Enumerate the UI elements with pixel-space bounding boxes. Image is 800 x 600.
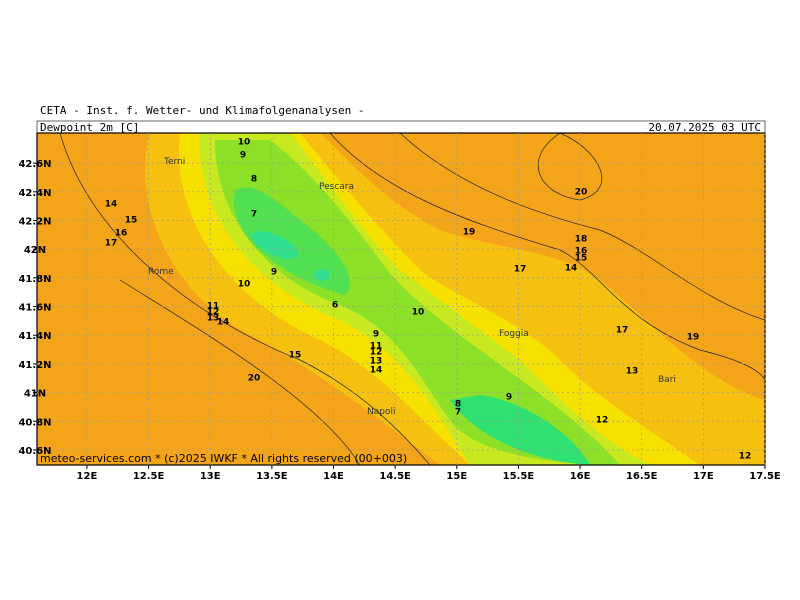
contour-label: 9 (271, 268, 277, 278)
contour-label: 10 (412, 308, 425, 318)
city-label: Foggia (499, 329, 529, 339)
contour-label: 11 (370, 342, 383, 352)
lon-tick-label: 12E (77, 471, 98, 482)
lon-tick-label: 17E (693, 471, 714, 482)
city-label: Napoli (367, 407, 395, 417)
lat-tick-label: 41N (24, 389, 46, 400)
city-label: Pescara (319, 182, 354, 192)
contour-label: 9 (373, 330, 379, 340)
contour-label: 9 (240, 151, 246, 161)
overlay: 12E 12.5E 13E 13.5E 14E 14.5E 15E 15.5E 16E 16.5E… (18, 133, 781, 482)
field (37, 133, 765, 465)
lon-tick-label: 15E (446, 471, 467, 482)
source: CETA - Inst. f. Wetter- und Klimafolgena… (40, 104, 365, 117)
contour-label: 10 (238, 138, 251, 148)
contour-label: 10 (238, 280, 251, 290)
contour-label: 17 (616, 326, 629, 336)
contour-label: 14 (217, 318, 230, 328)
lon-tick-label: 14E (323, 471, 344, 482)
contour-label: 20 (575, 188, 588, 198)
lat-tick-label: 42N (24, 245, 46, 256)
contour-label: 11 (207, 302, 220, 312)
contour-label: 16 (115, 229, 128, 239)
contour-label: 18 (575, 235, 588, 245)
contour-label: 7 (251, 210, 257, 220)
lat-tick-label: 41.8N (18, 274, 51, 285)
contour-label: 12 (207, 308, 220, 318)
contour-label: 14 (105, 200, 118, 210)
city-label: Rome (148, 267, 174, 277)
contour-label: 8 (455, 400, 461, 410)
contour-label: 19 (687, 333, 700, 343)
contour-label: 20 (248, 374, 261, 384)
lat-tick-label: 41.2N (18, 360, 51, 371)
contour-label: 15 (289, 351, 302, 361)
lon-tick-label: 13.5E (256, 471, 288, 482)
lon-tick-label: 16E (570, 471, 591, 482)
contour-label: 15 (125, 216, 138, 226)
lat-tick-label: 40.6N (18, 446, 51, 457)
lat-tick-label: 42.6N (18, 159, 51, 170)
contour-label: 12 (739, 452, 752, 462)
lat-tick-label: 42.2N (18, 216, 51, 227)
footer: meteo-services.com * (c)2025 IWKF * All … (40, 452, 407, 465)
date: 20.07.2025 03 UTC (648, 121, 761, 134)
contour-label: 8 (251, 175, 257, 185)
contour-label: 19 (463, 228, 476, 238)
contour-label: 9 (506, 393, 512, 403)
city-label: Bari (658, 375, 676, 385)
contour-label: 13 (370, 357, 383, 367)
lon-tick-label: 16.5E (626, 471, 658, 482)
lon-tick-label: 12.5E (133, 471, 165, 482)
lon-tick-label: 17.5E (749, 471, 781, 482)
contour-label: 17 (105, 239, 118, 249)
lon-tick-label: 14.5E (379, 471, 411, 482)
contour-label: 17 (514, 265, 527, 275)
city-label: Terni (163, 157, 185, 167)
contour-label: 13 (207, 314, 220, 324)
contour-label: 16 (575, 247, 588, 257)
lon-tick-label: 15.5E (503, 471, 535, 482)
contour-label: 15 (575, 254, 588, 264)
contour-label: 13 (626, 367, 639, 377)
contour-label: 12 (596, 416, 609, 426)
lat-tick-label: 41.6N (18, 303, 51, 314)
contour-label: 6 (332, 301, 338, 311)
contour-label: 14 (370, 366, 383, 376)
lat-tick-label: 42.4N (18, 188, 51, 199)
contour-label: 12 (370, 348, 383, 358)
contour-label: 7 (455, 408, 461, 418)
contour-label: 14 (565, 264, 578, 274)
lat-tick-label: 41.4N (18, 331, 51, 342)
lat-tick-label: 40.8N (18, 417, 51, 428)
lon-tick-label: 13E (200, 471, 221, 482)
title: Dewpoint 2m [C] (40, 121, 139, 134)
